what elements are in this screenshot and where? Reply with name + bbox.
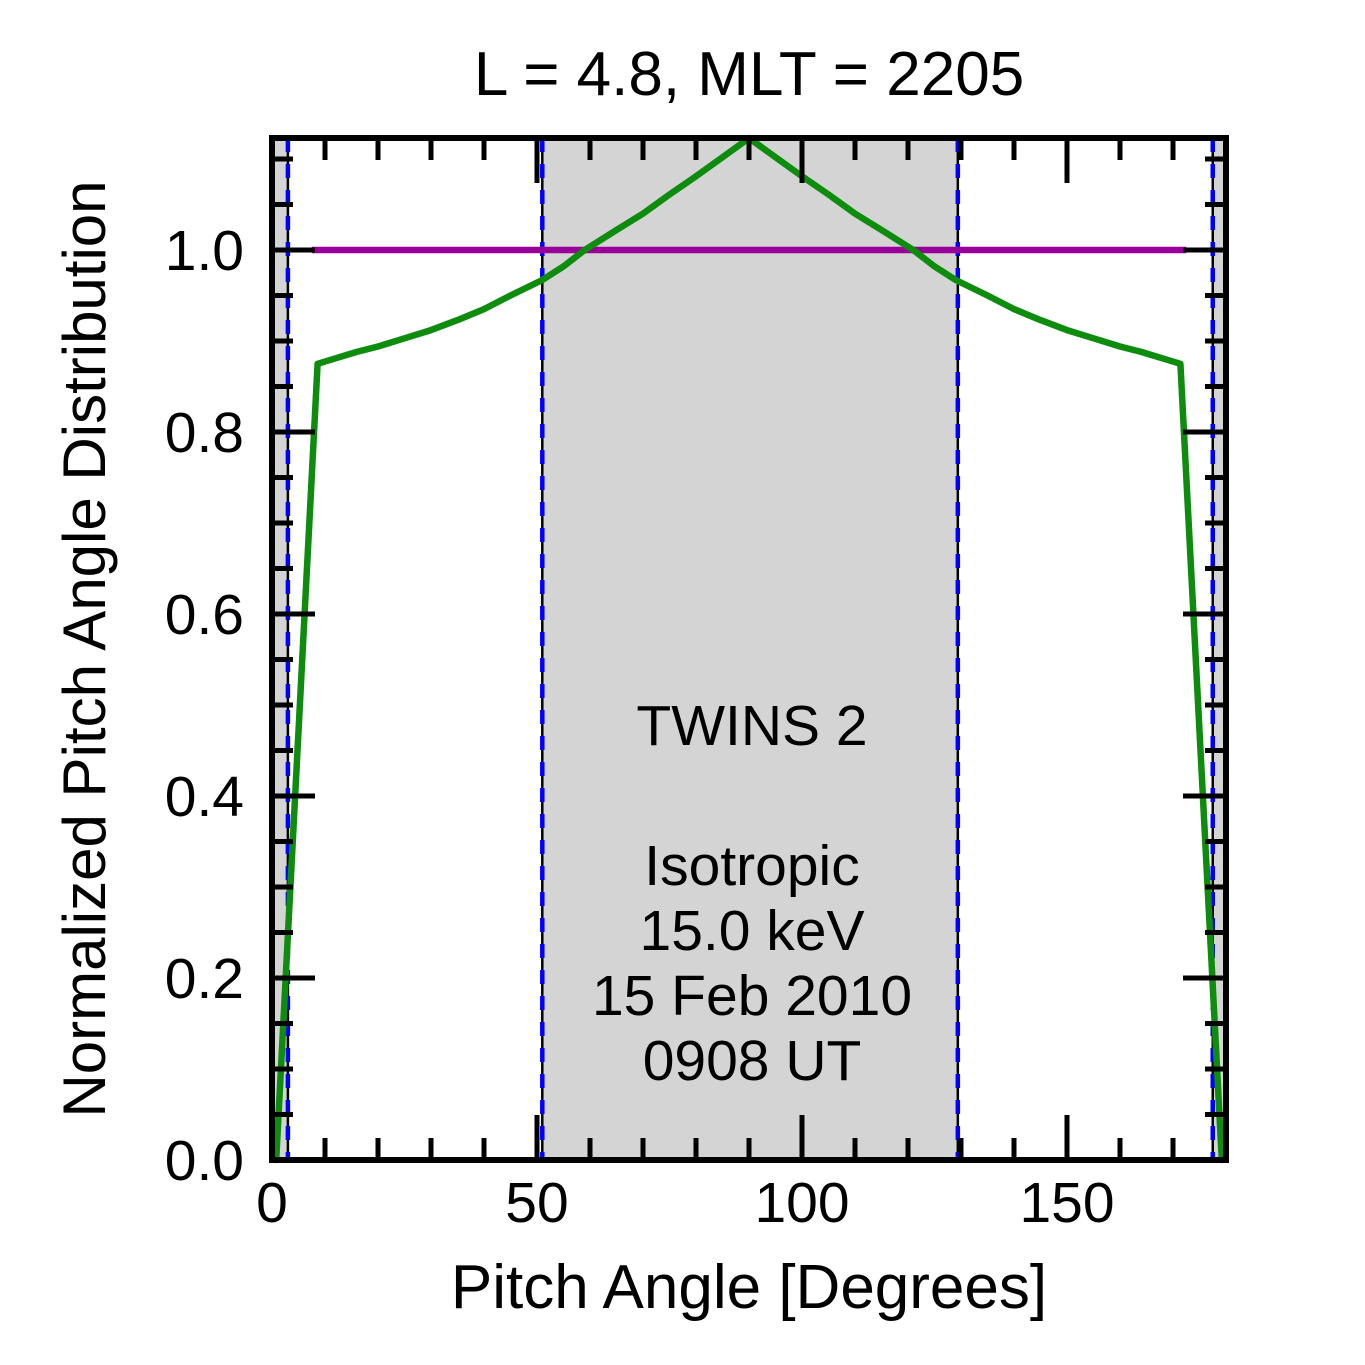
y-tick-label: 0.8 (165, 401, 244, 465)
x-axis-label: Pitch Angle [Degrees] (451, 1253, 1047, 1322)
annotation-time: 0908 UT (643, 1029, 862, 1093)
annotation-date: 15 Feb 2010 (592, 964, 912, 1028)
y-tick-label: 0.6 (165, 583, 244, 647)
shaded-band (542, 138, 958, 1160)
shaded-band (272, 138, 288, 1160)
figure-title: L = 4.8, MLT = 2205 (474, 40, 1024, 109)
x-tick-label: 100 (754, 1171, 849, 1235)
y-axis-label: Normalized Pitch Angle Distribution (51, 180, 118, 1117)
y-tick-label: 0.4 (165, 765, 244, 829)
y-tick-label: 0.2 (165, 947, 244, 1011)
shaded-band (1212, 138, 1226, 1160)
x-tick-label: 0 (256, 1171, 288, 1235)
annotation-twins2: TWINS 2 (636, 694, 867, 758)
x-tick-label: 50 (505, 1171, 568, 1235)
y-tick-label: 0.0 (165, 1129, 244, 1193)
x-tick-label: 150 (1019, 1171, 1114, 1235)
annotation-isotropic: Isotropic (644, 834, 859, 898)
y-tick-label: 1.0 (165, 219, 244, 283)
annotation-energy: 15.0 keV (640, 899, 865, 963)
